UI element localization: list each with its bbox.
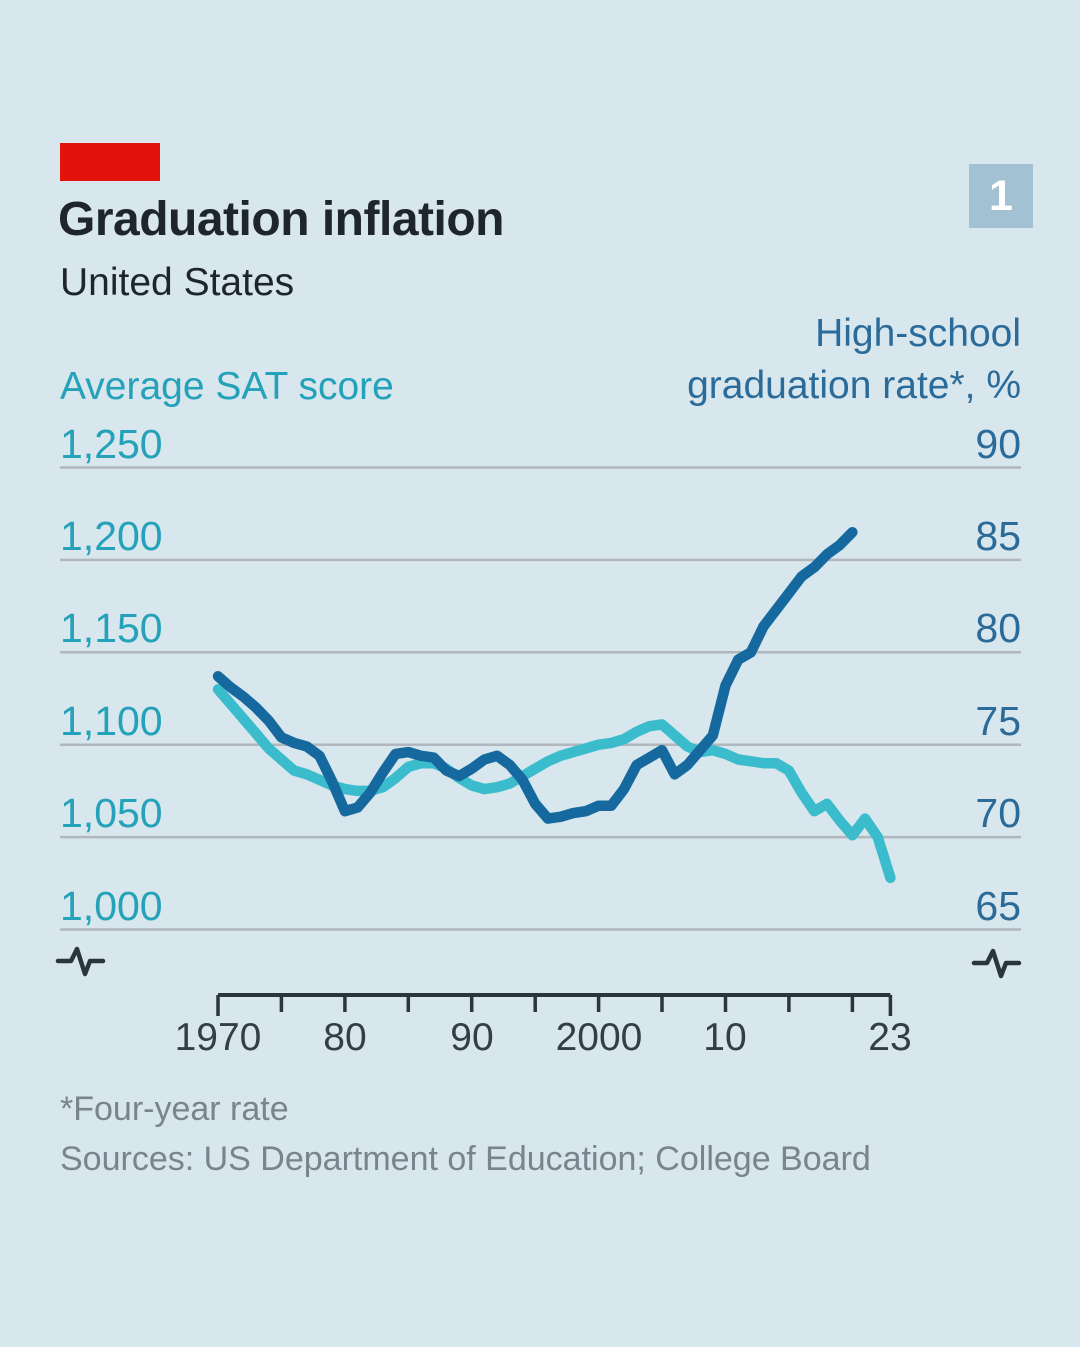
x-tick-label-23: 23 — [868, 1016, 912, 1059]
axis-break-icon — [55, 946, 106, 977]
rate-series-label: High-school graduation rate*, % — [687, 308, 1021, 412]
rate-axis-tick-label: 75 — [975, 698, 1021, 744]
x-tick-label-80: 80 — [323, 1016, 367, 1059]
rate-axis-tick-label: 90 — [975, 421, 1021, 467]
x-tick-label-10: 10 — [703, 1016, 747, 1059]
chart-title: Graduation inflation — [58, 193, 504, 246]
x-tick-label-1970: 1970 — [174, 1016, 262, 1059]
footnote: *Four-year rate — [60, 1090, 289, 1128]
x-tick-label-2000: 2000 — [555, 1016, 643, 1059]
figure-number-badge: 1 — [969, 164, 1033, 228]
sat-axis-tick-label: 1,100 — [60, 698, 163, 744]
economist-red-tag — [60, 143, 160, 181]
rate-axis-tick-label: 70 — [975, 790, 1021, 836]
grad-rate-line — [212, 526, 858, 824]
sat-axis-tick-label: 1,250 — [60, 421, 163, 467]
chart-subtitle: United States — [60, 261, 295, 304]
axis-break-icon — [971, 948, 1022, 979]
rate-axis-tick-label: 85 — [975, 513, 1021, 559]
sat-axis-tick-label: 1,200 — [60, 513, 163, 559]
sat-line — [212, 684, 896, 884]
sat-axis-tick-label: 1,000 — [60, 883, 163, 929]
sources: Sources: US Department of Education; Col… — [60, 1140, 871, 1178]
sat-series-label: Average SAT score — [60, 365, 394, 408]
rate-axis-tick-label: 80 — [975, 605, 1021, 651]
x-tick-label-90: 90 — [450, 1016, 494, 1059]
rate-axis-tick-label: 65 — [975, 883, 1021, 929]
sat-axis-tick-label: 1,050 — [60, 790, 163, 836]
sat-axis-tick-label: 1,150 — [60, 605, 163, 651]
rate-series-label-line2: graduation rate*, % — [687, 364, 1021, 407]
rate-series-label-line1: High-school — [815, 312, 1021, 355]
